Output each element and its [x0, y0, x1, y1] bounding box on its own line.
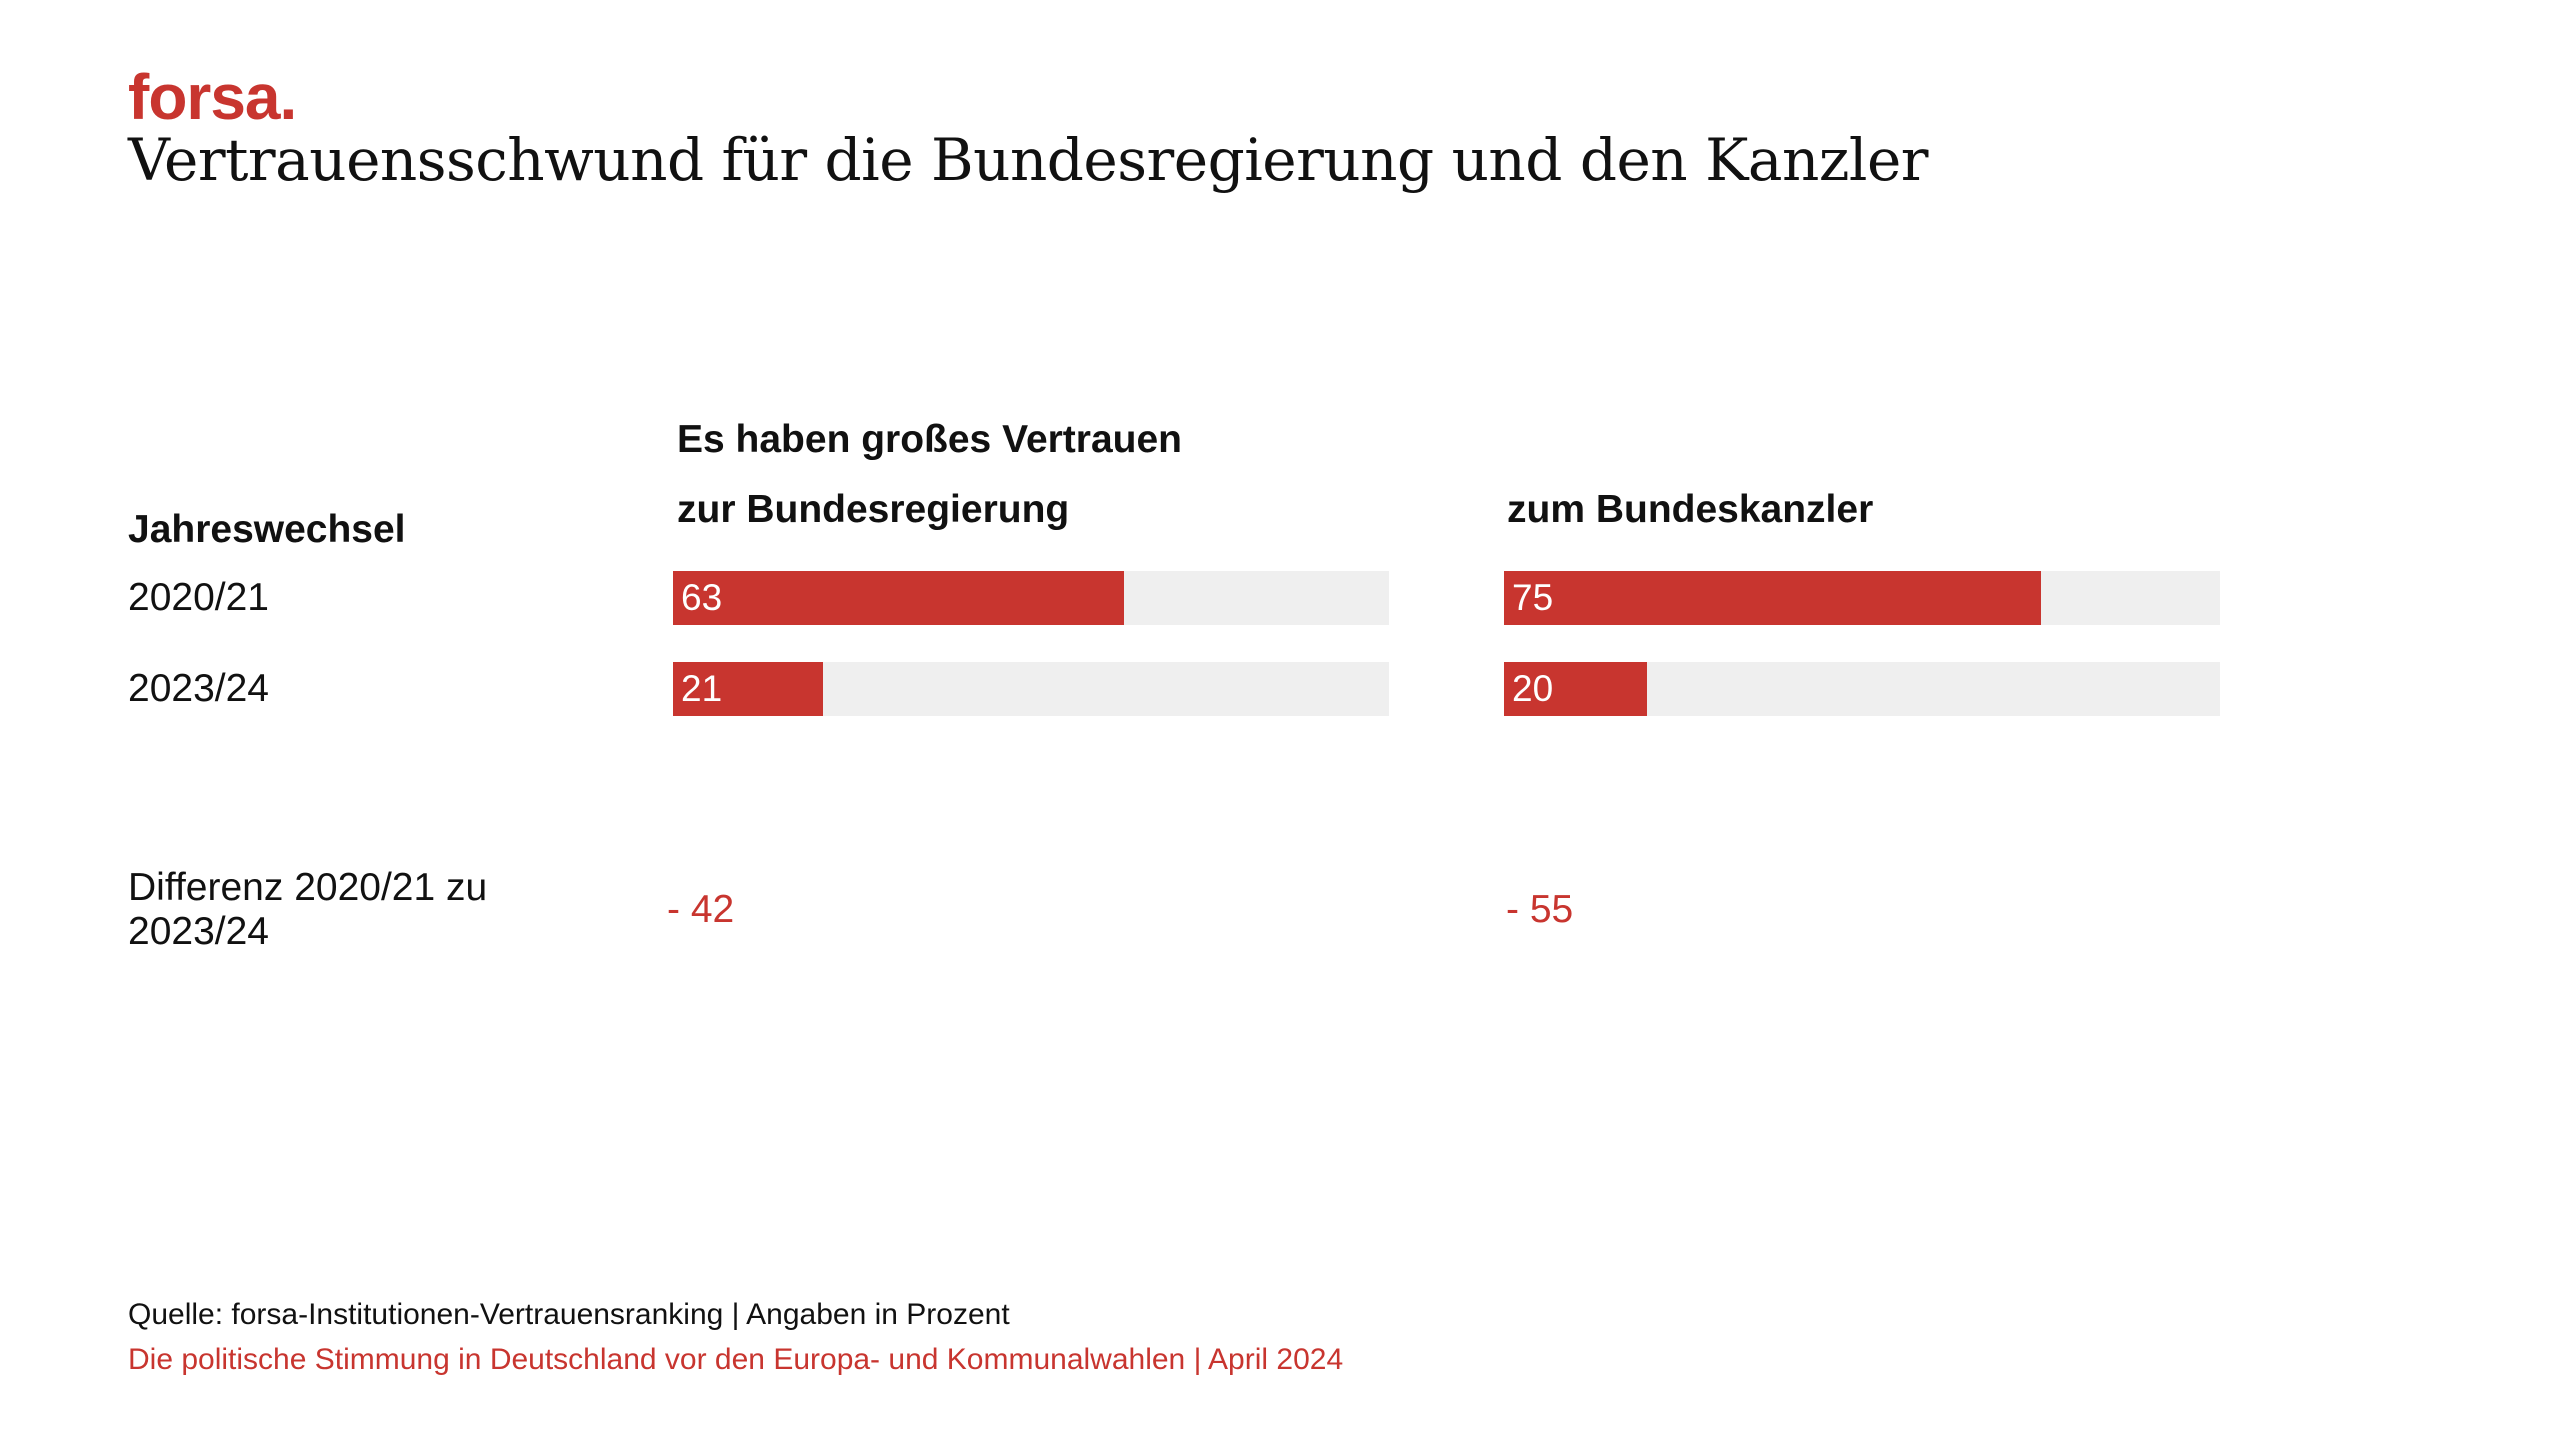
bar-kanzler-2023-24: 20: [1504, 662, 1648, 716]
row-label-2023-24: 2023/24: [128, 667, 269, 710]
source-note: Quelle: forsa-Institutionen-Vertrauensra…: [128, 1298, 1010, 1331]
bar-track-kanzler-2023-24: 20: [1504, 662, 2220, 716]
bar-track-kanzler-2020-21: 75: [1504, 571, 2220, 625]
difference-label: Differenz 2020/21 zu 2023/24: [128, 866, 488, 953]
forsa-logo: forsa.: [128, 61, 297, 133]
bar-track-regierung-2020-21: 63: [673, 571, 1389, 625]
row-heading: Jahreswechsel: [128, 508, 406, 551]
bar-value-label: 21: [681, 668, 723, 709]
series-label-kanzler: zum Bundeskanzler: [1507, 488, 1874, 531]
series-label-regierung: zur Bundesregierung: [677, 488, 1070, 531]
bar-regierung-2023-24: 21: [673, 662, 824, 716]
difference-value-kanzler: - 55: [1506, 888, 1574, 931]
bar-value-label: 75: [1512, 577, 1554, 618]
bar-track-regierung-2023-24: 21: [673, 662, 1389, 716]
difference-value-regierung: - 42: [667, 888, 735, 931]
bar-value-label: 63: [681, 577, 723, 618]
row-label-2020-21: 2020/21: [128, 576, 269, 619]
bar-kanzler-2020-21: 75: [1504, 571, 2041, 625]
bar-regierung-2020-21: 63: [673, 571, 1125, 625]
bar-value-label: 20: [1512, 668, 1554, 709]
chart-title: Vertrauensschwund für die Bundesregierun…: [128, 126, 1929, 194]
report-subtitle: Die politische Stimmung in Deutschland v…: [128, 1343, 1344, 1376]
column-heading: Es haben großes Vertrauen: [677, 418, 1183, 461]
